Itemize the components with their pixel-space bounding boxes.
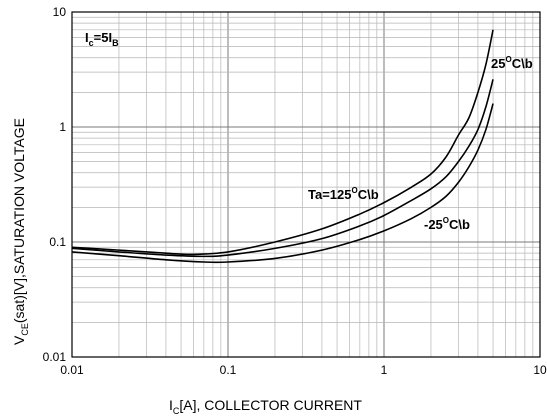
series-line-125c [71, 29, 494, 256]
series-label-minus25c: -25OC\b [424, 216, 470, 232]
plot-frame [71, 11, 541, 358]
series-label-125c: Ta=125OC\b [308, 186, 379, 202]
condition-label: Ic=5IB [85, 30, 119, 48]
curves [71, 29, 494, 264]
y-tick-label: 0.01 [43, 350, 67, 364]
x-tick-label: 0.1 [220, 363, 237, 377]
y-tick-label: 0.1 [49, 235, 66, 249]
y-tick-label: 10 [53, 5, 67, 19]
x-tick-label: 0.01 [60, 363, 84, 377]
y-tick-label: 1 [59, 120, 66, 134]
x-axis-label: IC[A], COLLECTOR CURRENT [169, 397, 362, 416]
series-label-25c: 25OC\b [491, 55, 533, 71]
x-tick-label: 10 [533, 363, 547, 377]
x-tick-label: 1 [381, 363, 388, 377]
series-line-minus25c [71, 103, 494, 264]
grid [71, 12, 540, 358]
y-axis-label: VCE(sat)[V],SATURATION VOLTAGE [11, 118, 30, 345]
tick-labels: 0.01 0.1 1 10 0.01 0.1 1 10 [43, 5, 547, 377]
series-line-25c [71, 79, 494, 258]
